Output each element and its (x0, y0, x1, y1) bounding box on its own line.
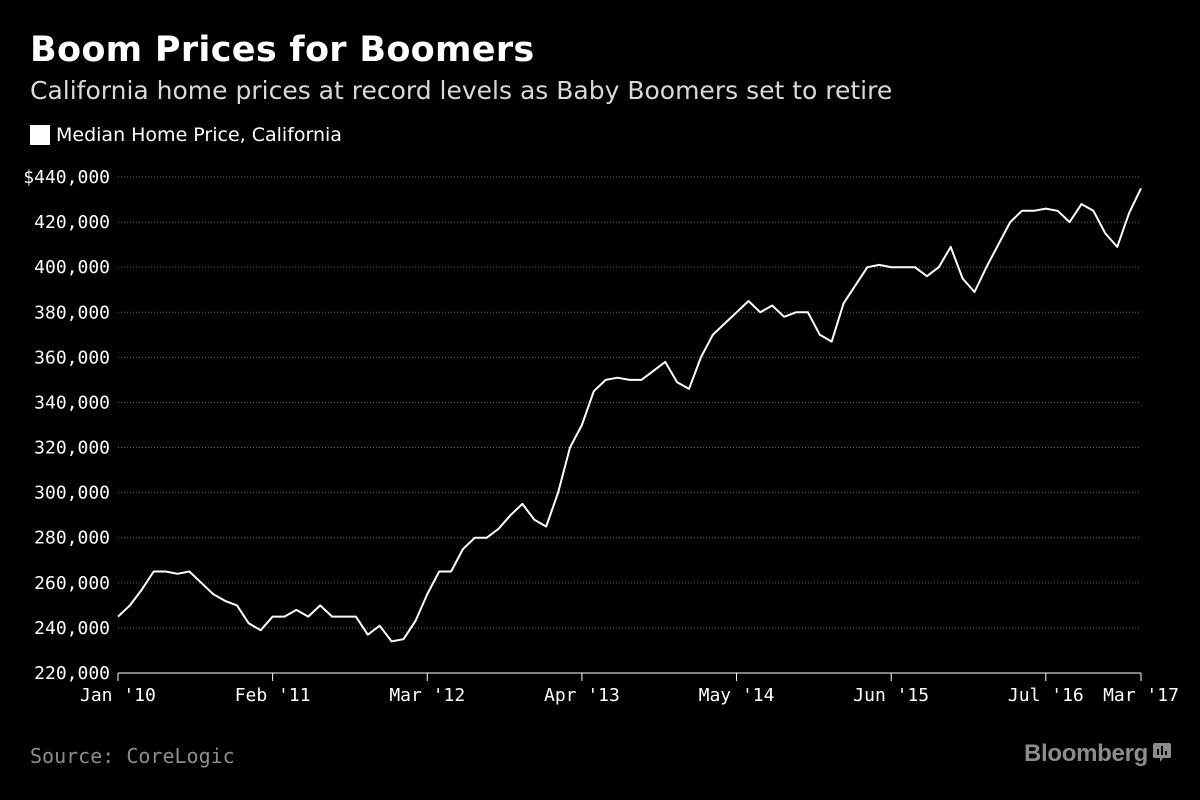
x-tick-label: Feb '11 (235, 685, 311, 706)
x-tick-label: Jul '16 (1008, 685, 1084, 706)
y-tick-label: 320,000 (34, 438, 110, 459)
y-tick-label: 300,000 (34, 483, 110, 504)
chart-title: Boom Prices for Boomers (30, 30, 535, 70)
y-tick-label: 400,000 (34, 257, 110, 278)
y-tick-label: 220,000 (34, 663, 110, 684)
bloomberg-chart-icon (1152, 741, 1172, 768)
axes: 220,000 240,000 260,000 280,000 300,000 320,0… (23, 167, 1179, 706)
legend: Median Home Price, California (30, 124, 342, 146)
x-tick-label: Mar '12 (389, 685, 465, 706)
brand-name: Bloomberg (1024, 740, 1148, 767)
legend-label: Median Home Price, California (56, 124, 342, 146)
x-tick-label: Apr '13 (544, 685, 620, 706)
y-tick-label: 360,000 (34, 347, 110, 368)
x-tick-label: Mar '17 (1103, 685, 1179, 706)
gridlines (118, 176, 1141, 629)
y-tick-label: 420,000 (34, 212, 110, 233)
y-tick-label: $440,000 (23, 167, 110, 188)
source-note: Source: CoreLogic (30, 744, 235, 768)
y-tick-label: 340,000 (34, 392, 110, 413)
x-tick-label: Jan '10 (80, 685, 156, 706)
y-tick-label: 240,000 (34, 618, 110, 639)
y-tick-label: 260,000 (34, 573, 110, 594)
brand-logo: Bloomberg (1024, 740, 1172, 768)
series-layer (117, 187, 1142, 643)
y-tick-label: 380,000 (34, 302, 110, 323)
chart-subtitle: California home prices at record levels … (30, 76, 893, 105)
y-tick-label: 280,000 (34, 528, 110, 549)
x-tick-label: May '14 (699, 685, 775, 706)
x-tick-label: Jun '15 (853, 685, 929, 706)
legend-swatch (30, 125, 50, 145)
series-line (117, 187, 1142, 643)
